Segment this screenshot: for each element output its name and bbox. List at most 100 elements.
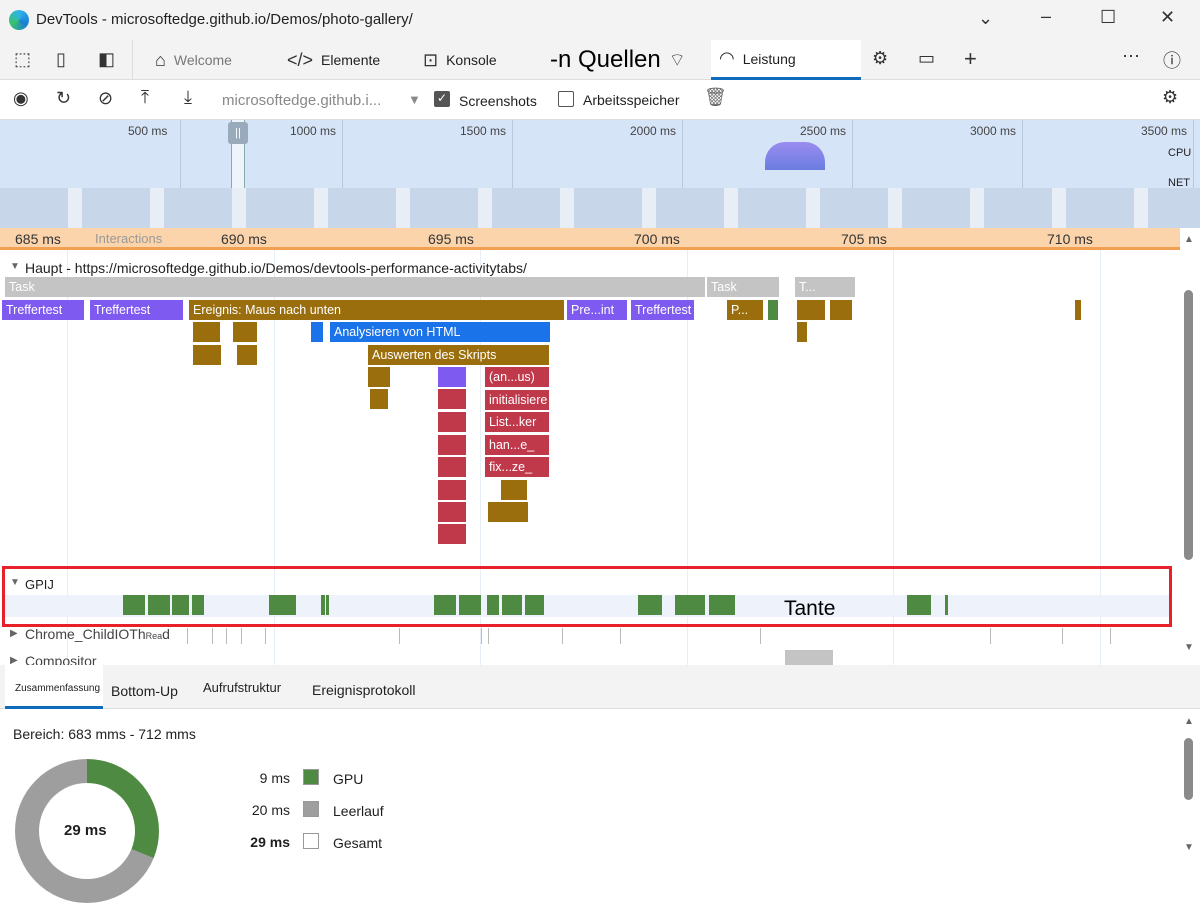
tab-sources[interactable]: -n Quellen ⌔: [550, 40, 686, 80]
io-thread-event[interactable]: [1062, 628, 1063, 644]
inspect-icon[interactable]: ⬚: [14, 49, 32, 69]
minimize-button[interactable]: –: [1041, 6, 1052, 26]
flame-block[interactable]: [797, 322, 807, 342]
flame-block[interactable]: [830, 300, 852, 320]
flame-scrollbar[interactable]: ▲ ▼: [1180, 230, 1198, 665]
gpu-task-block[interactable]: [502, 595, 522, 615]
scrollbar-thumb[interactable]: [1184, 290, 1193, 560]
main-track-title[interactable]: Haupt - https://microsoftedge.github.io/…: [25, 260, 527, 276]
scrollbar-thumb[interactable]: [1184, 738, 1193, 800]
expand-arrow-icon[interactable]: ▶: [10, 655, 18, 666]
flame-block[interactable]: [237, 345, 257, 365]
gpu-task-block[interactable]: [638, 595, 662, 615]
io-thread-event[interactable]: [265, 628, 266, 644]
flame-block[interactable]: [501, 480, 527, 500]
application-icon[interactable]: ▭: [918, 48, 936, 68]
gpu-task-block[interactable]: [709, 595, 735, 615]
recording-select[interactable]: microsoftedge.github.i...: [222, 92, 382, 109]
tab-welcome[interactable]: ⌂ Welcome: [155, 40, 232, 80]
scroll-down-icon[interactable]: ▼: [1184, 642, 1194, 653]
collapse-arrow-icon[interactable]: ▼: [10, 261, 20, 272]
gpu-task-block[interactable]: [321, 595, 325, 615]
gpu-task-block[interactable]: [326, 595, 329, 615]
flame-block[interactable]: Pre...int: [567, 300, 627, 320]
gpu-task-block[interactable]: [172, 595, 189, 615]
io-thread-event[interactable]: [399, 628, 400, 644]
expand-arrow-icon[interactable]: ▶: [10, 628, 18, 639]
io-thread-event[interactable]: [187, 628, 188, 644]
dropdown-arrow-icon[interactable]: ▼: [408, 92, 421, 107]
close-button[interactable]: ✕: [1160, 7, 1176, 27]
flame-block[interactable]: Treffertest: [2, 300, 84, 320]
io-thread-event[interactable]: [620, 628, 621, 644]
help-icon[interactable]: ⓘ: [1163, 51, 1181, 71]
flame-block[interactable]: Auswerten des Skripts: [368, 345, 549, 365]
flame-block[interactable]: [438, 502, 466, 522]
add-tab-icon[interactable]: +: [964, 46, 977, 71]
flame-block[interactable]: List...ker: [485, 412, 549, 432]
chip-icon[interactable]: ⚙: [872, 48, 889, 68]
trash-icon[interactable]: 🗑: [704, 87, 727, 107]
io-thread-event[interactable]: [562, 628, 563, 644]
io-thread-event[interactable]: [226, 628, 227, 644]
flame-block[interactable]: Task: [707, 277, 779, 297]
gpu-task-block[interactable]: [192, 595, 204, 615]
gpu-task-block[interactable]: [945, 595, 948, 615]
interactions-track-label[interactable]: Interactions: [95, 231, 163, 246]
reload-button[interactable]: ↻: [56, 88, 72, 108]
gpu-task-block[interactable]: [459, 595, 481, 615]
collapse-arrow-icon[interactable]: ▼: [10, 577, 20, 588]
chevron-down-icon[interactable]: ⌄: [978, 8, 994, 28]
record-button[interactable]: ◉: [13, 88, 29, 108]
gpu-task-block[interactable]: [525, 595, 544, 615]
flame-block[interactable]: [768, 300, 778, 320]
scroll-down-icon[interactable]: ▼: [1184, 842, 1194, 853]
flame-block[interactable]: Analysieren von HTML: [330, 322, 550, 342]
flame-block[interactable]: [193, 322, 220, 342]
flame-block[interactable]: [233, 322, 257, 342]
flame-block[interactable]: han...e_: [485, 435, 549, 455]
tab-event-log[interactable]: Ereignisprotokoll: [312, 682, 416, 698]
flame-block[interactable]: [438, 367, 466, 387]
gpu-task-block[interactable]: [123, 595, 145, 615]
flame-block[interactable]: [488, 502, 528, 522]
gpu-task-block[interactable]: [907, 595, 931, 615]
flame-block[interactable]: fix...ze_: [485, 457, 549, 477]
gpu-task-block[interactable]: [290, 595, 296, 615]
io-thread-event[interactable]: [990, 628, 991, 644]
io-thread-event[interactable]: [241, 628, 242, 644]
tab-performance[interactable]: ◠ Leistung: [711, 40, 861, 80]
flame-block[interactable]: [368, 367, 390, 387]
gpu-task-block[interactable]: [434, 595, 456, 615]
device-emulation-icon[interactable]: ▯: [56, 49, 66, 69]
tab-console[interactable]: ⊡ Konsole: [423, 40, 497, 80]
flame-chart[interactable]: ▼ Haupt - https://microsoftedge.github.i…: [0, 252, 1180, 664]
gpu-task-block[interactable]: [269, 595, 293, 615]
dock-icon[interactable]: ◧: [98, 49, 116, 69]
flame-block[interactable]: [1075, 300, 1081, 320]
summary-scrollbar[interactable]: ▲ ▼: [1180, 714, 1198, 859]
scroll-up-icon[interactable]: ▲: [1184, 234, 1194, 245]
flame-block[interactable]: Ereignis: Maus nach unten: [189, 300, 564, 320]
clear-button[interactable]: ⊘: [98, 88, 114, 108]
gpu-task-block[interactable]: [675, 595, 705, 615]
flame-block[interactable]: [311, 322, 323, 342]
io-thread-event[interactable]: [1110, 628, 1111, 644]
selection-handle[interactable]: ||: [228, 122, 248, 144]
upload-icon[interactable]: ⤒: [141, 87, 149, 107]
flame-block[interactable]: Treffertest: [631, 300, 694, 320]
io-thread-event[interactable]: [212, 628, 213, 644]
compositor-block[interactable]: [785, 650, 833, 665]
tab-summary[interactable]: Zusammenfassung: [5, 665, 103, 709]
maximize-button[interactable]: ☐: [1100, 7, 1117, 27]
flame-block[interactable]: [438, 389, 466, 409]
flame-block[interactable]: Task: [5, 277, 705, 297]
settings-gear-icon[interactable]: ⚙: [1162, 87, 1179, 107]
flame-block[interactable]: [438, 457, 466, 477]
gpu-track-title[interactable]: GPIJ: [25, 577, 54, 592]
tab-bottom-up[interactable]: Bottom-Up: [111, 683, 178, 699]
flame-block[interactable]: initialisiere: [485, 390, 549, 410]
tab-call-tree[interactable]: Aufrufstruktur: [203, 680, 282, 695]
gpu-task-block[interactable]: [487, 595, 499, 615]
flame-block[interactable]: [438, 480, 466, 500]
